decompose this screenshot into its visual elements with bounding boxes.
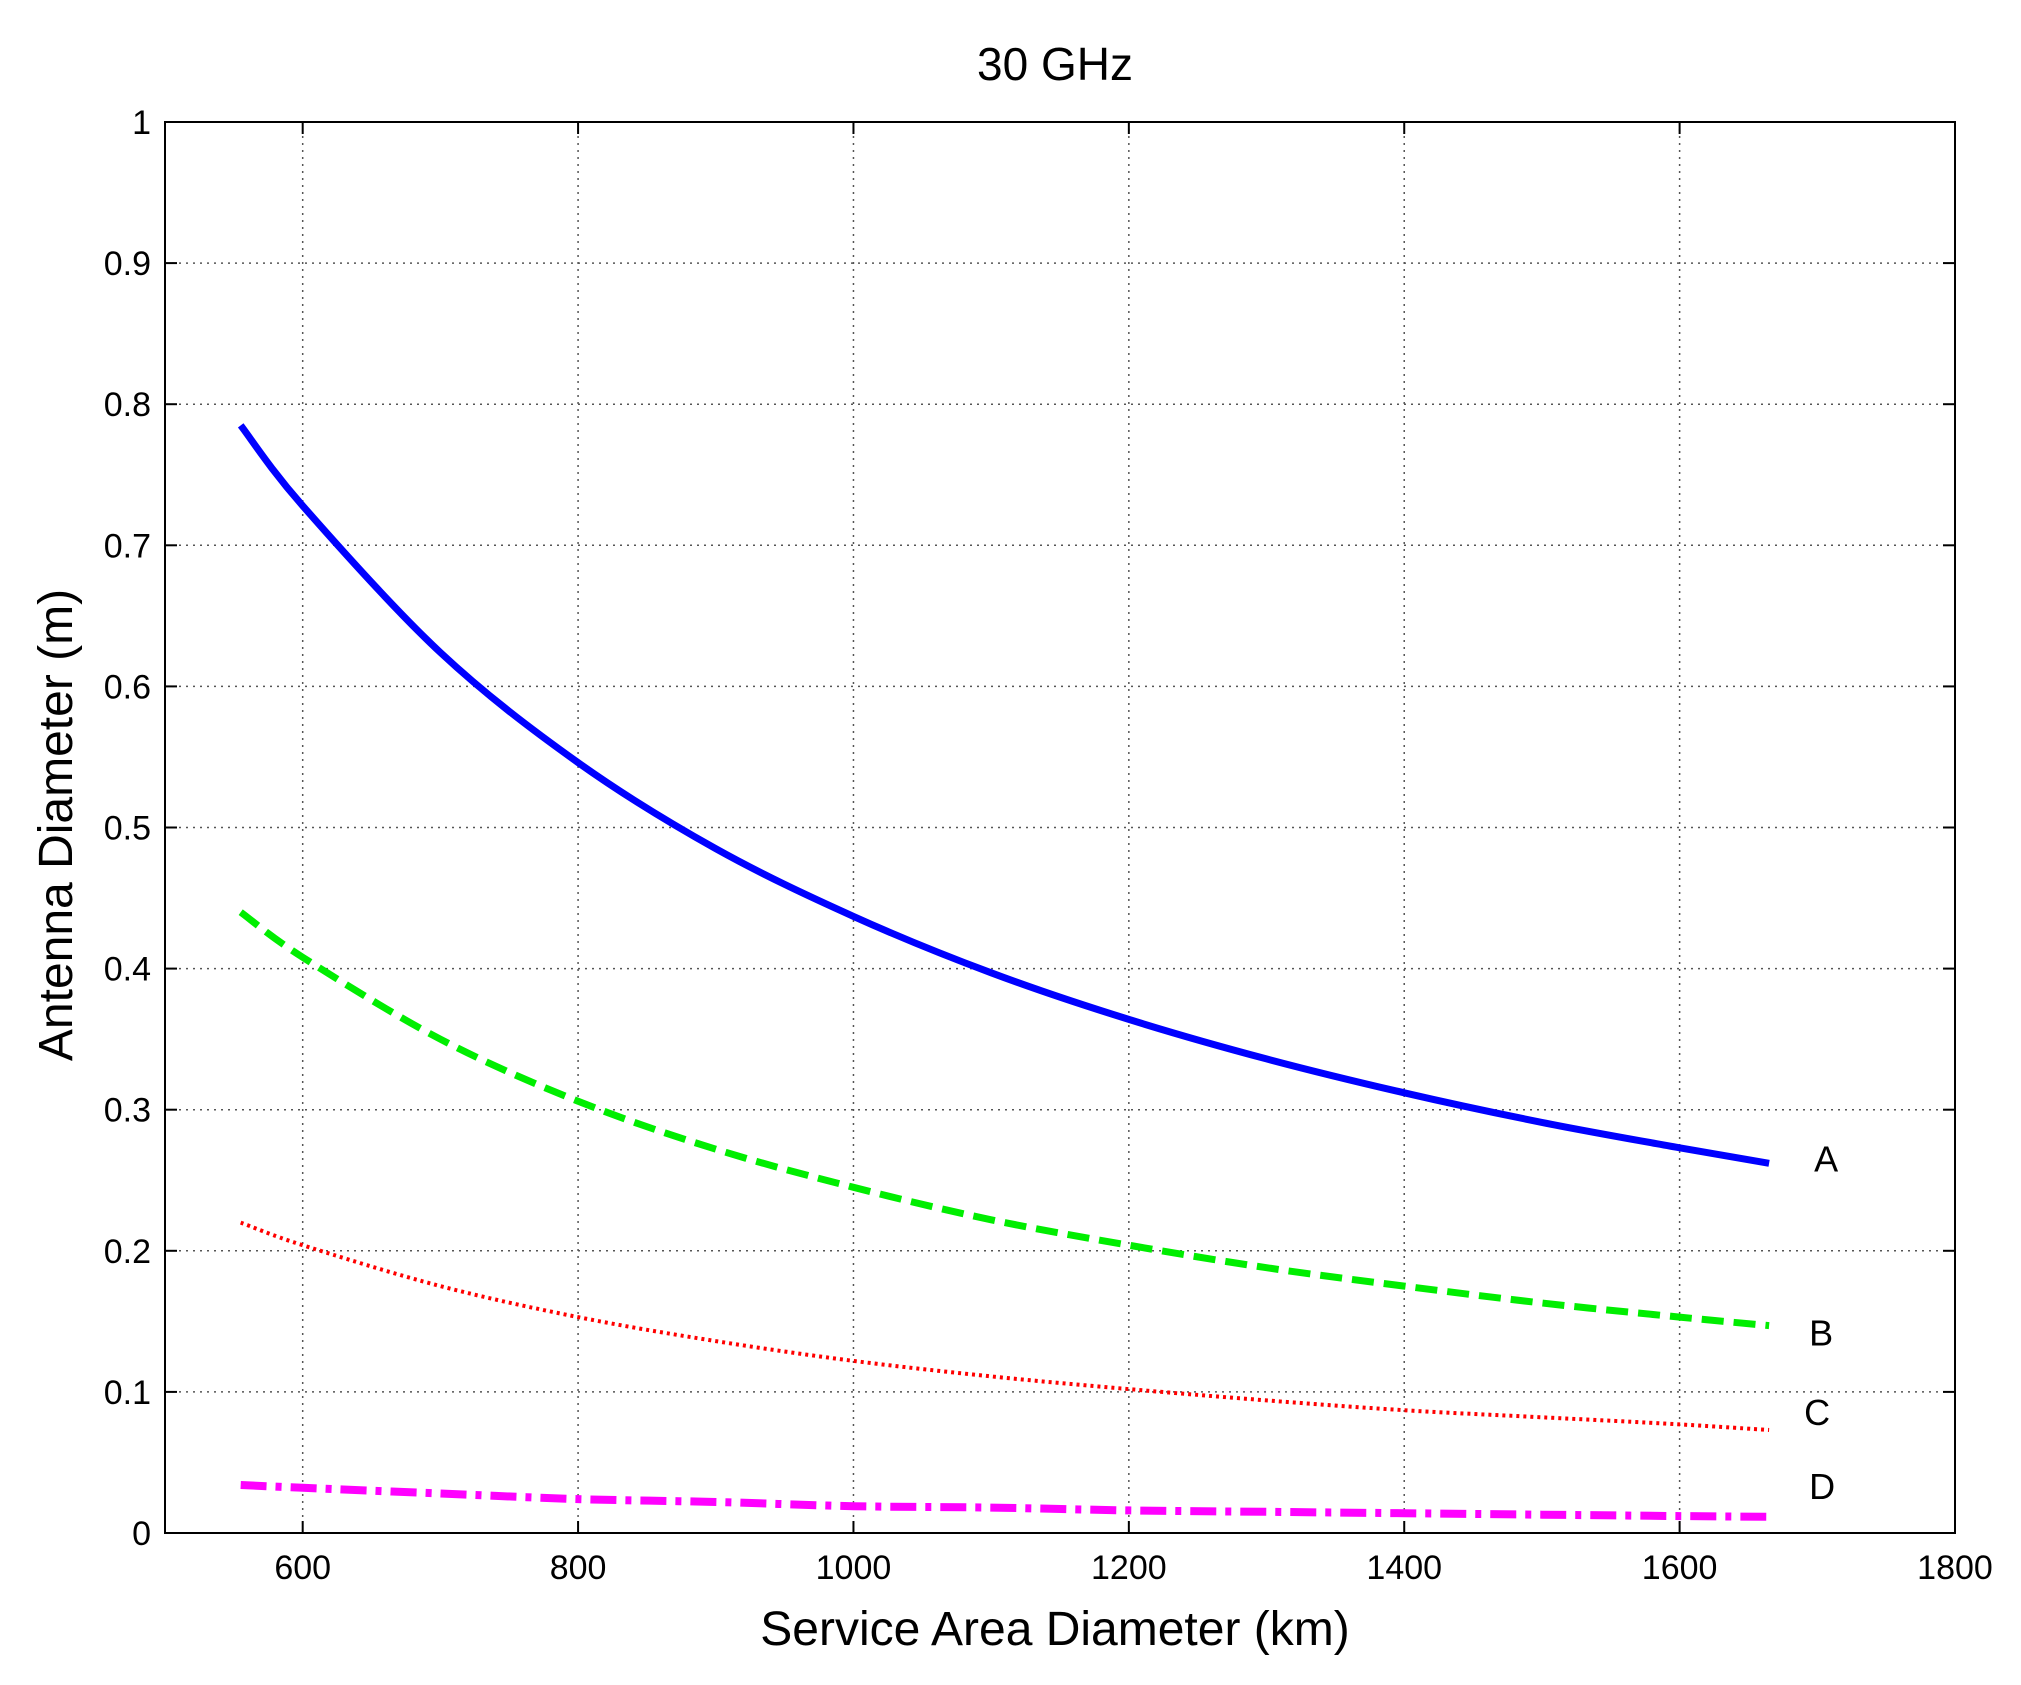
series-layer: [237, 423, 1770, 1521]
series-line-b: [238, 909, 1770, 1330]
y-tick-label: 0.6: [104, 668, 151, 706]
series-label-c: C: [1804, 1392, 1830, 1433]
series-label-d: D: [1809, 1466, 1835, 1507]
x-tick-label: 1200: [1091, 1549, 1167, 1587]
chart-title: 30 GHz: [977, 38, 1133, 90]
y-tick-label: 0.9: [104, 245, 151, 283]
series-line-a: [237, 423, 1770, 1167]
y-tick-label: 1: [132, 104, 151, 142]
y-tick-label: 0.2: [104, 1233, 151, 1271]
axis-ticks: 600 800 1000 1200 1400 1600 1800 0 0.1 0.2 0.3 0.4 0…: [104, 104, 1993, 1587]
x-tick-label: 600: [274, 1549, 331, 1587]
y-tick-label: 0.8: [104, 386, 151, 424]
series-line-d: [240, 1481, 1770, 1521]
series-label-b: B: [1809, 1313, 1833, 1354]
curve-labels: A BCD: [1804, 1138, 1838, 1506]
y-tick-label: 0.7: [104, 527, 151, 565]
x-tick-label: 1000: [816, 1549, 892, 1587]
series-label-a: A: [1814, 1138, 1838, 1179]
x-tick-label: 1400: [1366, 1549, 1442, 1587]
y-tick-label: 0.3: [104, 1092, 151, 1130]
x-tick-label: 1600: [1642, 1549, 1718, 1587]
x-tick-label: 800: [550, 1549, 607, 1587]
y-tick-label: 0: [132, 1515, 151, 1553]
y-axis-title: Antenna Diameter (m): [30, 589, 83, 1061]
y-tick-label: 0.4: [104, 951, 151, 989]
series-line-c: [240, 1220, 1770, 1432]
x-axis-title: Service Area Diameter (km): [760, 1603, 1349, 1656]
y-tick-label: 0.1: [104, 1374, 151, 1412]
y-tick-label: 0.5: [104, 810, 151, 848]
x-tick-label: 1800: [1917, 1549, 1993, 1587]
